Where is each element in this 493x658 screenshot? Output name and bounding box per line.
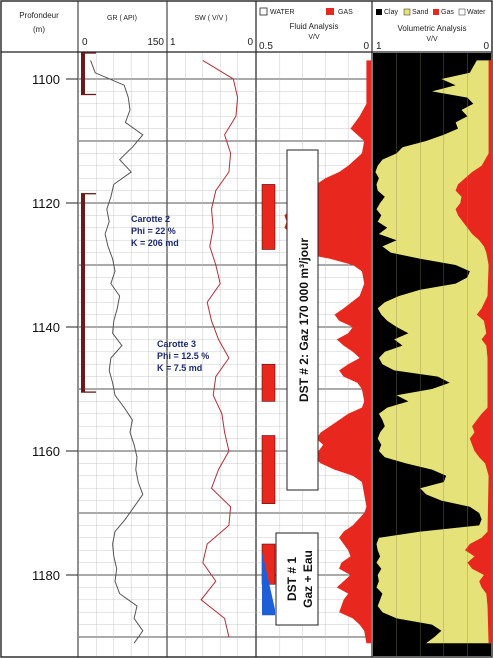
core2-line-1: Carotte 2: [131, 214, 170, 224]
volumetric-legend: Clay Sand Gas Water: [376, 8, 486, 16]
vol-title: Volumetric Analysis: [398, 24, 467, 33]
log-curves: [90, 59, 239, 644]
depth-tick-label: 1140: [32, 320, 60, 335]
gas-legend-label: GAS: [338, 9, 353, 16]
core2-annotation: Carotte 2 Phi = 22 % K = 206 md: [131, 214, 179, 248]
dst2-label: DST # 2: Gaz 170 000 m³/jour: [297, 238, 311, 402]
core2-line-3: K = 206 md: [131, 238, 179, 248]
gas-legend-swatch: [326, 8, 334, 15]
gas-vol-legend-swatch: [433, 9, 439, 15]
vol-right-label: 0: [483, 41, 489, 52]
gr-max-label: 150: [147, 37, 164, 48]
sand-legend-label: Sand: [412, 9, 428, 16]
gas-area: [455, 60, 491, 644]
water-vol-legend-label: Water: [467, 9, 486, 16]
gas-vol-legend-label: Gas: [441, 9, 454, 16]
water-legend-swatch: [259, 7, 268, 16]
water-legend-label: WATER: [270, 9, 295, 16]
gr-title: GR ( API): [107, 15, 137, 22]
depth-title: Profondeur: [19, 11, 59, 20]
core3-annotation: Carotte 3 Phi = 12.5 % K = 7.5 md: [157, 339, 209, 373]
gr-min-label: 0: [82, 37, 88, 48]
clay-legend-label: Clay: [384, 9, 399, 16]
dst1-label-line1: DST # 1: [285, 557, 299, 601]
sw-right-label: 0: [247, 37, 253, 48]
core-intervals: [81, 52, 96, 393]
clay-legend-swatch: [376, 9, 382, 15]
sw-title: SW ( V/V ): [194, 15, 227, 22]
gas-interval-bar: [261, 184, 276, 250]
dst1-box: [275, 532, 319, 626]
dst1-label-line2: Gaz + Eau: [301, 550, 315, 608]
vol-left-label: 1: [376, 41, 382, 52]
depth-tick-label: 1160: [32, 444, 60, 459]
core-interval-bar: [81, 193, 85, 393]
fluid-left-label: 0.5: [259, 41, 273, 52]
gr-curve: [90, 60, 144, 644]
fluid-right-label: 0: [363, 41, 369, 52]
core-interval-bar: [81, 53, 85, 95]
water-vol-legend-swatch: [458, 8, 466, 16]
fluid-title: Fluid Analysis: [290, 22, 339, 31]
fluid-unit: V/V: [308, 34, 320, 41]
gas-interval-bar: [261, 363, 276, 402]
core3-line-1: Carotte 3: [157, 339, 196, 349]
gas-interval-bar: [261, 435, 276, 504]
core2-line-2: Phi = 22 %: [131, 226, 176, 236]
depth-tick-label: 1180: [32, 568, 60, 583]
water-interval-bar: [262, 552, 275, 616]
depth-tick-label: 1120: [32, 196, 60, 211]
core3-line-2: Phi = 12.5 %: [157, 351, 209, 361]
depth-axis: 1100 1120 1140 1160 1180: [32, 72, 78, 583]
vol-unit: V/V: [426, 36, 438, 43]
core3-line-3: K = 7.5 md: [157, 363, 202, 373]
sw-left-label: 1: [170, 37, 176, 48]
depth-unit: (m): [33, 25, 45, 34]
volumetric-track: [373, 53, 491, 656]
sand-legend-swatch: [403, 8, 411, 16]
depth-tick-label: 1100: [32, 72, 60, 87]
dst2-box: [286, 149, 319, 491]
sw-curve: [200, 59, 239, 638]
